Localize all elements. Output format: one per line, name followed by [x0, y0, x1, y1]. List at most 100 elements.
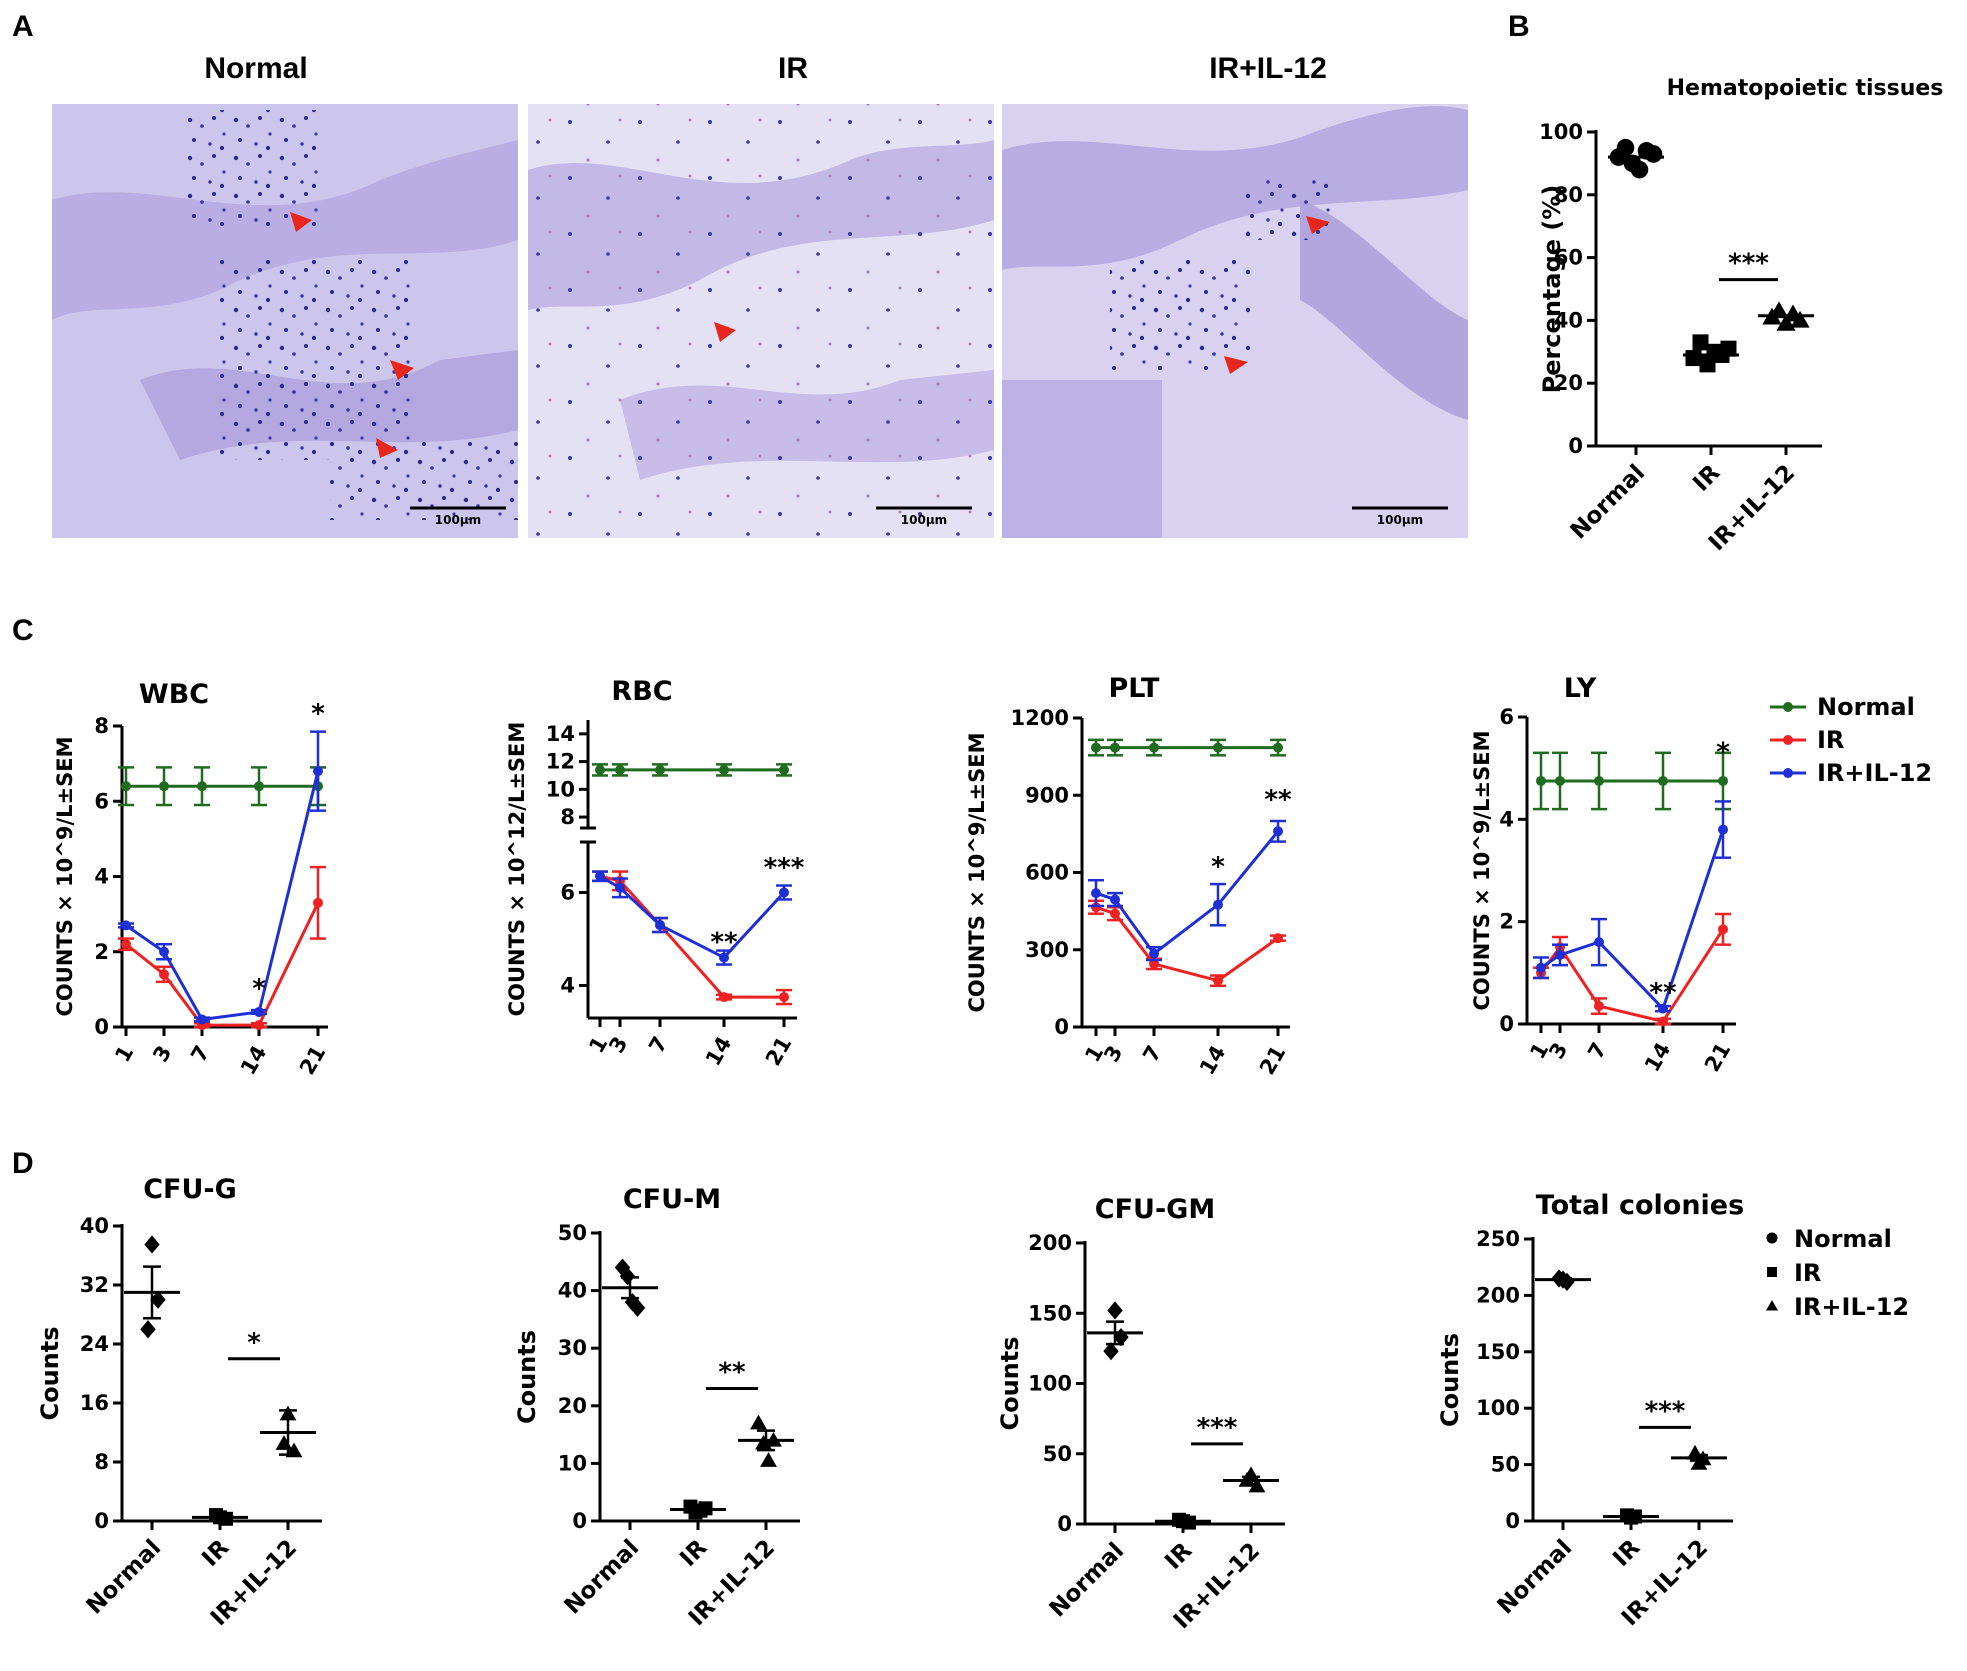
- y-tick-label: 0: [1057, 1512, 1072, 1536]
- data-point: [313, 766, 323, 777]
- y-tick-label: 200: [1476, 1283, 1520, 1307]
- histology-title: IR+IL-12: [1209, 52, 1327, 85]
- x-tick-label: 3: [1544, 1039, 1572, 1064]
- y-tick-label: 100: [1028, 1372, 1072, 1396]
- x-tick-label: 3: [1099, 1042, 1127, 1067]
- data-point: [121, 781, 131, 792]
- data-point: [1718, 824, 1728, 835]
- y-tick-label: 40: [558, 1279, 587, 1303]
- y-tick-label: 0: [1499, 1012, 1514, 1036]
- chart-title: PLT: [1109, 673, 1161, 704]
- y-tick-label: 1200: [1011, 706, 1069, 730]
- y-axis-label: Counts: [36, 1326, 64, 1420]
- data-point: [750, 1414, 767, 1430]
- legend-label: IR: [1794, 1259, 1821, 1287]
- y-tick-label: 50: [1491, 1453, 1520, 1477]
- data-point: [1658, 1016, 1668, 1027]
- significance-label: ***: [1728, 249, 1769, 279]
- series-line: [1095, 830, 1280, 956]
- x-tick-label: 14: [701, 1033, 736, 1070]
- data-point: [1769, 301, 1789, 319]
- x-tick-label: 14: [236, 1042, 271, 1079]
- data-point: [1110, 894, 1120, 905]
- significance-label: ***: [1645, 1396, 1686, 1426]
- x-tick-label: 21: [761, 1033, 796, 1070]
- chart-hematopoietic-tissues: Hematopoietic tissues 0 20 40 60 80 100 Normal I…: [1538, 76, 1943, 556]
- y-tick-label: 8: [560, 805, 575, 829]
- legend-label: IR: [1817, 726, 1844, 754]
- y-tick-label: 20: [558, 1394, 587, 1418]
- chart-title: CFU-G: [143, 1174, 237, 1205]
- data-point: [1213, 742, 1223, 753]
- data-point: [1149, 958, 1159, 969]
- scale-bar-label: 100μm: [1377, 513, 1423, 527]
- data-point: [615, 764, 625, 775]
- data-point: [779, 887, 789, 898]
- bone-trabecula: [1002, 380, 1162, 538]
- y-tick-label: 6: [560, 880, 575, 904]
- data-point: [1273, 742, 1283, 753]
- y-axis-label: Percentage (%): [1538, 185, 1566, 394]
- y-tick-label: 30: [558, 1336, 587, 1360]
- x-tick-label: 14: [1195, 1042, 1230, 1079]
- x-tick-label: IR: [197, 1535, 234, 1572]
- chart-title: Hematopoietic tissues: [1667, 76, 1944, 101]
- data-point: [1594, 937, 1604, 948]
- y-tick-label: 40: [1554, 308, 1583, 332]
- data-point: [1273, 826, 1283, 837]
- bone-trabecula: [1300, 200, 1468, 420]
- significance-label: *: [247, 1328, 261, 1358]
- data-point: [159, 781, 169, 792]
- data-point: [1644, 145, 1663, 163]
- legend-marker: [1783, 735, 1793, 745]
- significance-label: *: [252, 974, 266, 1004]
- arrowhead-icon: [290, 212, 312, 232]
- significance-label: *: [1716, 737, 1730, 767]
- x-tick-label: Normal: [1493, 1535, 1578, 1620]
- y-tick-label: 6: [94, 789, 109, 813]
- data-point: [595, 764, 605, 775]
- y-tick-label: 0: [1568, 434, 1583, 458]
- data-point: [1536, 962, 1546, 973]
- data-point: [254, 1020, 264, 1031]
- data-point: [1685, 350, 1702, 367]
- y-tick-label: 600: [1025, 861, 1069, 885]
- x-tick-label: Normal: [560, 1535, 645, 1620]
- data-point: [197, 1014, 207, 1025]
- y-tick-label: 12: [546, 750, 575, 774]
- data-point: [1273, 933, 1283, 944]
- y-axis-label: COUNTS × 10^9/L±SEM: [1470, 730, 1494, 1010]
- chart-wbc: WBC 0 2 4 6 8 1 3 7 14 21 COUNTS × 10^9/L±SEM * *: [53, 679, 330, 1079]
- data-point: [1555, 949, 1565, 960]
- data-point: [719, 992, 729, 1003]
- legend-marker: [1767, 1267, 1777, 1277]
- chart-title: WBC: [139, 679, 209, 710]
- x-tick-label: 21: [1700, 1039, 1735, 1076]
- data-point: [1699, 356, 1716, 373]
- y-axis-label: COUNTS × 10^9/L±SEM: [965, 732, 989, 1012]
- y-tick-label: 6: [1499, 705, 1514, 729]
- legend-panel-d: Normal IR IR+IL-12: [1766, 1225, 1909, 1321]
- x-tick-label: IR: [1688, 460, 1725, 497]
- data-point: [144, 1235, 160, 1254]
- marrow-cells: [220, 260, 410, 460]
- data-point: [779, 764, 789, 775]
- x-tick-label: 7: [644, 1033, 672, 1058]
- histology-panel-ir: IR 100μm: [528, 52, 994, 538]
- chart-title: CFU-GM: [1095, 1194, 1215, 1225]
- chart-title: RBC: [611, 676, 672, 707]
- series-line: [125, 902, 320, 1027]
- data-point: [140, 1320, 156, 1339]
- series-line: [125, 770, 320, 1022]
- chart-title: CFU-M: [623, 1184, 721, 1215]
- data-point: [121, 939, 131, 950]
- legend-label: Normal: [1794, 1225, 1892, 1253]
- data-point: [1555, 775, 1565, 786]
- y-tick-label: 24: [80, 1332, 109, 1356]
- data-point: [1110, 742, 1120, 753]
- panel-letter-c: C: [12, 614, 34, 647]
- legend-label: IR+IL-12: [1794, 1293, 1909, 1321]
- significance-label: **: [1649, 978, 1677, 1008]
